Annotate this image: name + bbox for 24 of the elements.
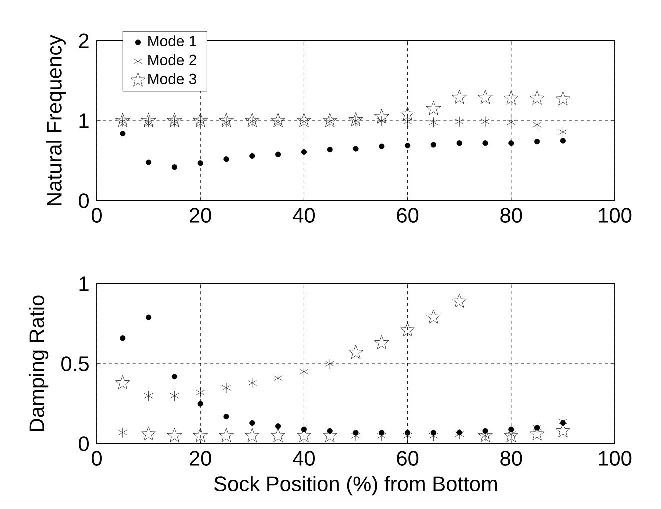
x-tick-label: 20 — [190, 451, 212, 466]
x-tick-label: 60 — [397, 451, 419, 466]
y-tick-label: 1 — [80, 114, 89, 128]
legend-label: Mode 2 — [148, 54, 196, 66]
y-axis-title: Damping Ratio — [29, 296, 49, 432]
x-tick-label: 0 — [92, 451, 102, 466]
x-tick-label: 40 — [293, 208, 316, 223]
y-axis-title: Natural Frequency — [46, 35, 66, 206]
x-tick-label: 80 — [500, 208, 522, 223]
x-tick-label: 100 — [599, 208, 632, 223]
y-tick-label: 1 — [80, 276, 89, 292]
x-tick-label: 100 — [599, 451, 632, 466]
y-tick-label: 0 — [79, 436, 90, 452]
y-tick-label: 0 — [79, 194, 90, 208]
x-tick-label: 60 — [397, 208, 419, 223]
y-tick-label: 0.5 — [62, 356, 89, 372]
x-axis-title: Sock Position (%) from Bottom — [214, 476, 498, 496]
x-tick-label: 20 — [190, 208, 212, 223]
y-tick-label: 2 — [79, 34, 89, 48]
legend-label: Mode 1 — [148, 36, 196, 47]
x-tick-label: 0 — [92, 208, 102, 223]
x-tick-label: 40 — [293, 451, 316, 466]
x-tick-label: 80 — [500, 451, 522, 466]
legend-label: Mode 3 — [148, 73, 197, 84]
